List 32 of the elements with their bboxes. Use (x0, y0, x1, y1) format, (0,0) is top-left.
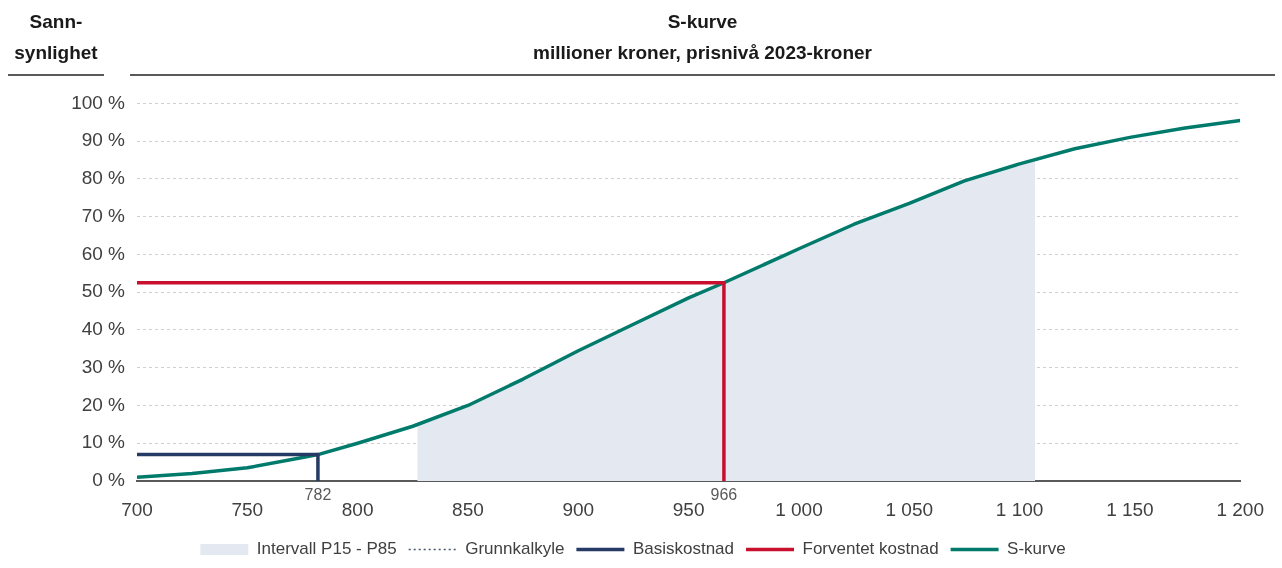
y-tick-label: 20 % (81, 393, 126, 415)
chart-title: S-kurve (666, 10, 739, 34)
y-tick-label: 30 % (81, 355, 126, 377)
annotation: 966 (710, 486, 738, 504)
x-tick-label: 1 000 (775, 498, 823, 520)
y-tick-label: 0 % (92, 469, 126, 491)
x-tick-label: 800 (341, 498, 374, 520)
y-tick-label: 60 % (81, 242, 126, 264)
x-tick-label: 700 (121, 498, 153, 520)
x-tick-label: 1 050 (885, 498, 934, 520)
x-tick-label: 1 100 (995, 498, 1044, 520)
legend-label: Basiskostnad (632, 539, 735, 559)
y-tick-label: 40 % (81, 318, 126, 340)
x-tick-label: 1 150 (1106, 498, 1154, 520)
y-tick-label: 80 % (81, 167, 126, 189)
y-tick-label: 70 % (81, 204, 126, 226)
annotation: 782 (304, 486, 332, 504)
x-tick-label: 1 200 (1216, 498, 1264, 520)
x-tick-label: 750 (231, 498, 264, 520)
y-tick-label: 100 % (71, 91, 126, 113)
y-axis-title: Sann-synlighet (8, 6, 104, 76)
y-tick-label: 50 % (81, 280, 126, 302)
legend-label: Forventet kostnad (802, 539, 939, 559)
y-tick-label: 10 % (81, 431, 126, 453)
legend-label: Grunnkalkyle (465, 539, 565, 559)
legend-label: S-kurve (1007, 539, 1066, 559)
chart-subtitle: millioner kroner, prisnivå 2023-kroner (532, 41, 873, 65)
x-tick-label: 950 (672, 498, 705, 520)
x-tick-label: 850 (452, 498, 484, 520)
x-tick-label: 900 (562, 498, 595, 520)
legend-label: Intervall P15 - P85 (256, 539, 397, 559)
y-tick-label: 90 % (81, 129, 126, 151)
